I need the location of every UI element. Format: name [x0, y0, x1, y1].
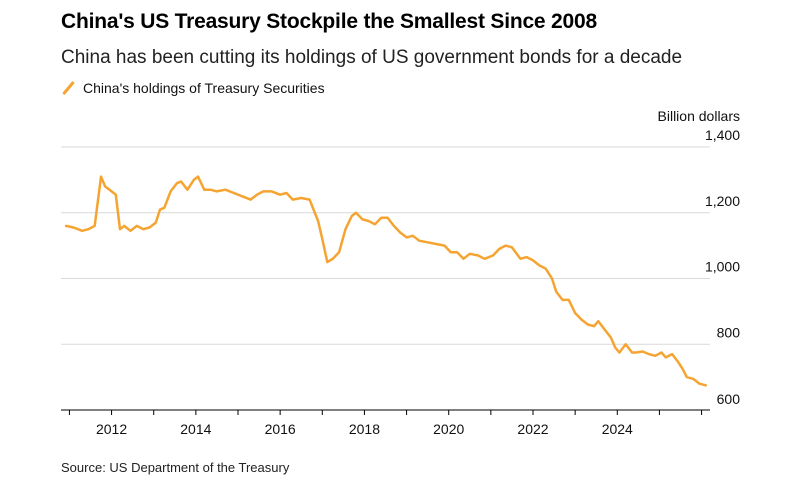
chart-title: China's US Treasury Stockpile the Smalle…	[61, 10, 597, 33]
y-tick-label: 800	[717, 324, 741, 340]
y-tick-label: 600	[717, 391, 741, 407]
x-tick-label: 2018	[349, 421, 380, 437]
x-tick-label: 2020	[433, 421, 464, 437]
x-tick-label: 2014	[180, 421, 211, 437]
gridlines	[61, 146, 710, 345]
source-note: Source: US Department of the Treasury	[61, 460, 290, 475]
legend: China's holdings of Treasury Securities	[61, 80, 325, 96]
y-axis: 600 800 1,000 1,200 1,400	[705, 127, 740, 407]
y-tick-label: 1,200	[705, 193, 740, 209]
x-tick-label: 2012	[96, 421, 127, 437]
x-tick-label: 2016	[265, 421, 296, 437]
legend-label: China's holdings of Treasury Securities	[83, 80, 325, 96]
chart-subtitle: China has been cutting its holdings of U…	[61, 47, 683, 68]
y-axis-unit-label: Billion dollars	[658, 108, 740, 124]
x-axis: 2012 2014 2016 2018 2020 2022 2024	[61, 409, 710, 437]
series-group	[64, 175, 708, 387]
y-tick-label: 1,400	[705, 127, 740, 143]
x-tick-label: 2022	[517, 421, 548, 437]
y-tick-label: 1,000	[705, 259, 740, 275]
series-line-china-treasury-holdings	[64, 175, 708, 387]
x-tick-label: 2024	[602, 421, 633, 437]
